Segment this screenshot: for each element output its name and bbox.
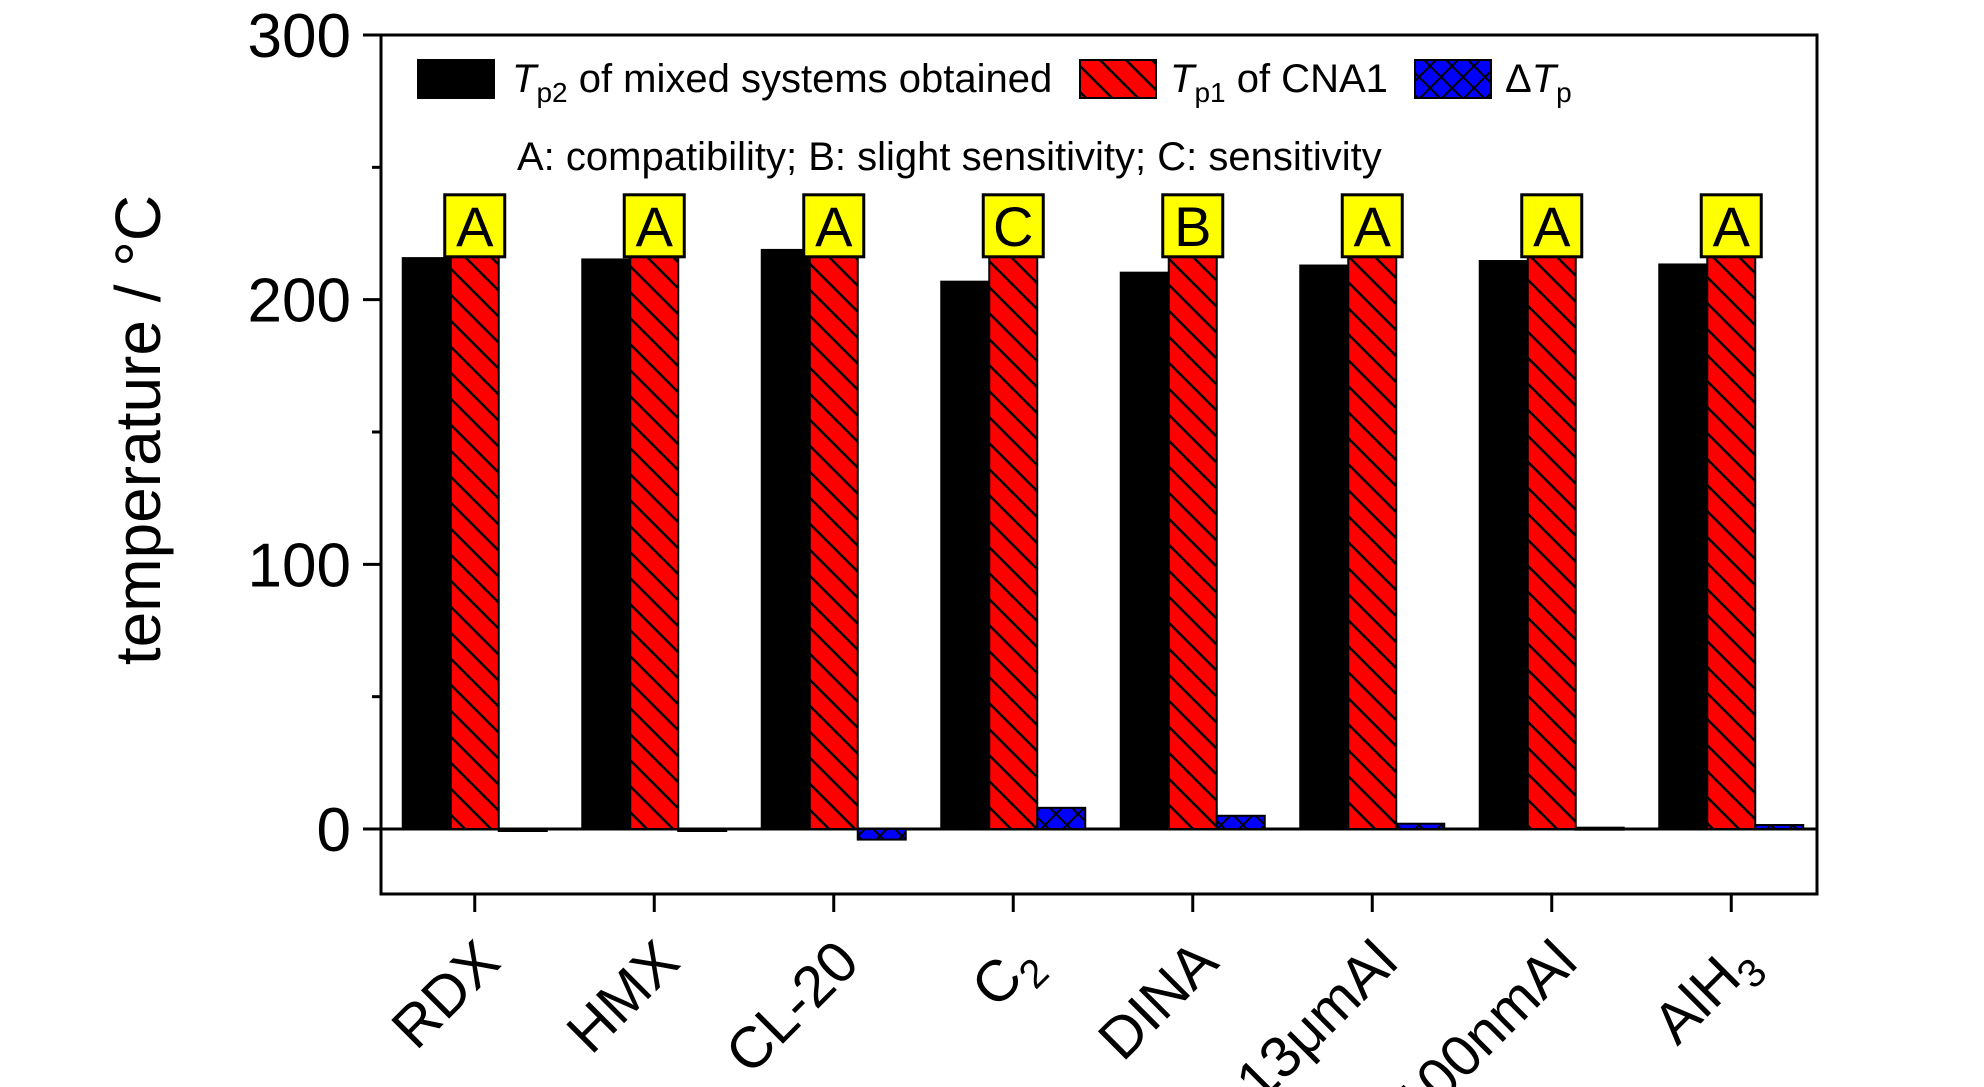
compatibility-badge (1340, 193, 1404, 259)
bar-tp1 (1167, 255, 1218, 831)
bar-tp2 (760, 248, 811, 830)
x-tick-label: CL-20 (713, 928, 871, 1086)
plot-frame (379, 33, 1819, 896)
compatibility-badge (622, 193, 686, 259)
bar-tp2 (1478, 260, 1529, 830)
bar-delta (677, 828, 728, 832)
bar-delta (856, 828, 907, 841)
compatibility-badge-label: A (1713, 195, 1751, 258)
bar-tp2 (1299, 264, 1350, 830)
x-tick-label: HMX (554, 928, 691, 1065)
compatibility-badge-label: C (993, 195, 1033, 258)
bar-tp1 (629, 255, 680, 831)
x-tick-label: 100nmAl (1381, 928, 1589, 1087)
x-tick-label: RDX (379, 928, 512, 1061)
compatibility-badge (1161, 193, 1225, 259)
bar-tp1 (1706, 255, 1757, 831)
bar-tp1 (449, 255, 500, 831)
y-tick-label: 200 (248, 267, 351, 336)
legend: Tp2 of mixed systems obtained Tp1 of CNA… (417, 57, 1572, 108)
compatibility-badge-label: A (456, 195, 494, 258)
compatibility-badge-label: A (1533, 195, 1571, 258)
bar-delta (1754, 824, 1805, 831)
compatibility-note: A: compatibility; B: slight sensitivity;… (517, 135, 1382, 179)
compatibility-badge (981, 193, 1045, 259)
compatibility-badge (1520, 193, 1584, 259)
compatibility-badge (443, 193, 507, 259)
bar-tp2 (581, 258, 632, 831)
bars (401, 248, 1805, 841)
legend-swatch-tp1 (1079, 59, 1157, 99)
x-tick-label: AlH3 (1641, 928, 1776, 1063)
x-tick-label: DINA (1086, 928, 1230, 1072)
bar-tp2 (1658, 263, 1709, 830)
legend-swatch-delta (1414, 59, 1492, 99)
bar-delta (497, 828, 548, 832)
bar-delta (1395, 822, 1446, 830)
bar-tp2 (940, 280, 991, 831)
bar-tp1 (1347, 255, 1398, 831)
legend-swatch-tp2 (417, 59, 495, 99)
bar-tp1 (808, 255, 859, 831)
legend-label-tp1: Tp1 of CNA1 (1170, 57, 1388, 108)
bar-delta (1574, 826, 1625, 831)
legend-item-delta: ΔTp (1414, 57, 1572, 108)
x-tick-label: C2 (959, 928, 1057, 1026)
bar-tp1 (988, 255, 1039, 831)
legend-item-tp2: Tp2 of mixed systems obtained (417, 57, 1052, 108)
compatibility-badge-label: B (1174, 195, 1211, 258)
y-tick-label: 300 (248, 2, 351, 71)
legend-item-tp1: Tp1 of CNA1 (1079, 57, 1388, 108)
legend-label-tp2: Tp2 of mixed systems obtained (512, 57, 1052, 108)
y-axis: 0 100 200 300 (248, 2, 381, 865)
y-tick-label: 100 (248, 531, 351, 600)
compatibility-badge-label: A (636, 195, 674, 258)
bar-tp1 (1526, 255, 1577, 831)
y-tick-label: 0 (317, 796, 351, 865)
bar-tp2 (1119, 271, 1170, 830)
bar-delta (1215, 814, 1266, 830)
y-axis-title: temperature / °C (102, 195, 174, 665)
compatibility-badge-label: A (815, 195, 853, 258)
legend-label-delta: ΔTp (1505, 57, 1572, 108)
compatibility-badge (1699, 193, 1763, 259)
bar-tp2 (401, 257, 452, 830)
bar-delta (1036, 806, 1087, 830)
compatibility-badge-label: A (1354, 195, 1392, 258)
compatibility-badge (802, 193, 866, 259)
x-tick-label: 13μmAl (1224, 928, 1410, 1087)
